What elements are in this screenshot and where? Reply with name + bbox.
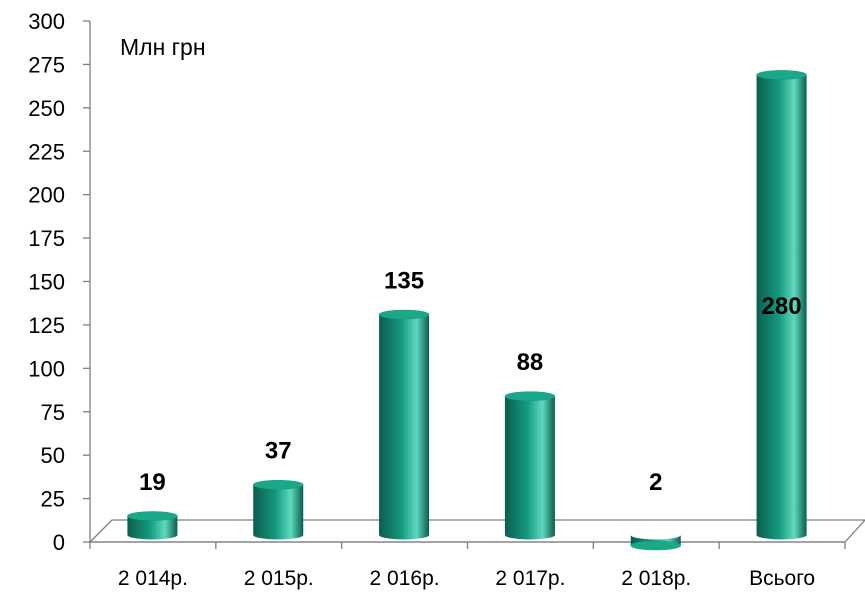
bar-body — [379, 314, 430, 540]
x-tick-label: 2 016р. — [370, 567, 440, 590]
bar — [378, 309, 430, 540]
bar — [630, 535, 681, 551]
bar-top — [756, 70, 807, 80]
bar — [756, 70, 807, 540]
y-tick-label: 100 — [28, 356, 65, 381]
y-tick-label: 25 — [41, 487, 65, 512]
bar-top — [378, 309, 430, 320]
data-label: 280 — [762, 293, 802, 320]
x-tick-label: 2 018р. — [621, 567, 691, 590]
bar-body — [756, 74, 807, 540]
bar — [127, 511, 178, 540]
data-label: 37 — [265, 438, 292, 465]
y-tick-label: 275 — [28, 52, 65, 77]
unit-label: Млн грн — [120, 34, 206, 60]
floor-plane — [88, 519, 865, 543]
y-tick-label: 250 — [28, 96, 65, 121]
x-axis: 2 014р. 2 015р. 2 016р. 2 017р. 2 018р. Всьог… — [88, 519, 865, 590]
y-tick-label: 225 — [28, 139, 65, 164]
x-tick-label: 2 014р. — [118, 567, 188, 590]
x-tick-label: 2 017р. — [495, 567, 565, 590]
bar-body — [127, 516, 178, 540]
data-label: 2 — [649, 469, 662, 496]
y-axis: 0 25 50 75 100 125 150 175 200 225 250 275 300 — [28, 9, 91, 555]
y-tick-label: 0 — [53, 530, 65, 555]
x-tick-label: 2 015р. — [244, 567, 314, 590]
bar-top — [127, 511, 178, 521]
x-tick-label: Всього — [749, 567, 815, 590]
y-tick-label: 300 — [28, 9, 65, 34]
y-tick-label: 75 — [41, 400, 65, 425]
data-label: 135 — [384, 268, 424, 295]
y-tick-label: 125 — [28, 313, 65, 338]
bar-body — [504, 396, 555, 540]
y-tick-label: 200 — [28, 183, 65, 208]
data-label: 19 — [139, 469, 166, 496]
y-tick-label: 150 — [28, 270, 65, 295]
data-label: 88 — [517, 349, 544, 376]
bar — [253, 479, 304, 540]
bar-top — [253, 479, 304, 490]
bar — [504, 391, 556, 540]
data-labels: 19 37 135 88 2 280 — [139, 268, 802, 496]
bar-top — [504, 391, 556, 401]
y-tick-label: 50 — [41, 443, 65, 468]
y-tick-label: 175 — [28, 226, 65, 251]
bar-top — [630, 540, 681, 551]
bar-body — [253, 484, 304, 540]
bars — [127, 70, 807, 551]
